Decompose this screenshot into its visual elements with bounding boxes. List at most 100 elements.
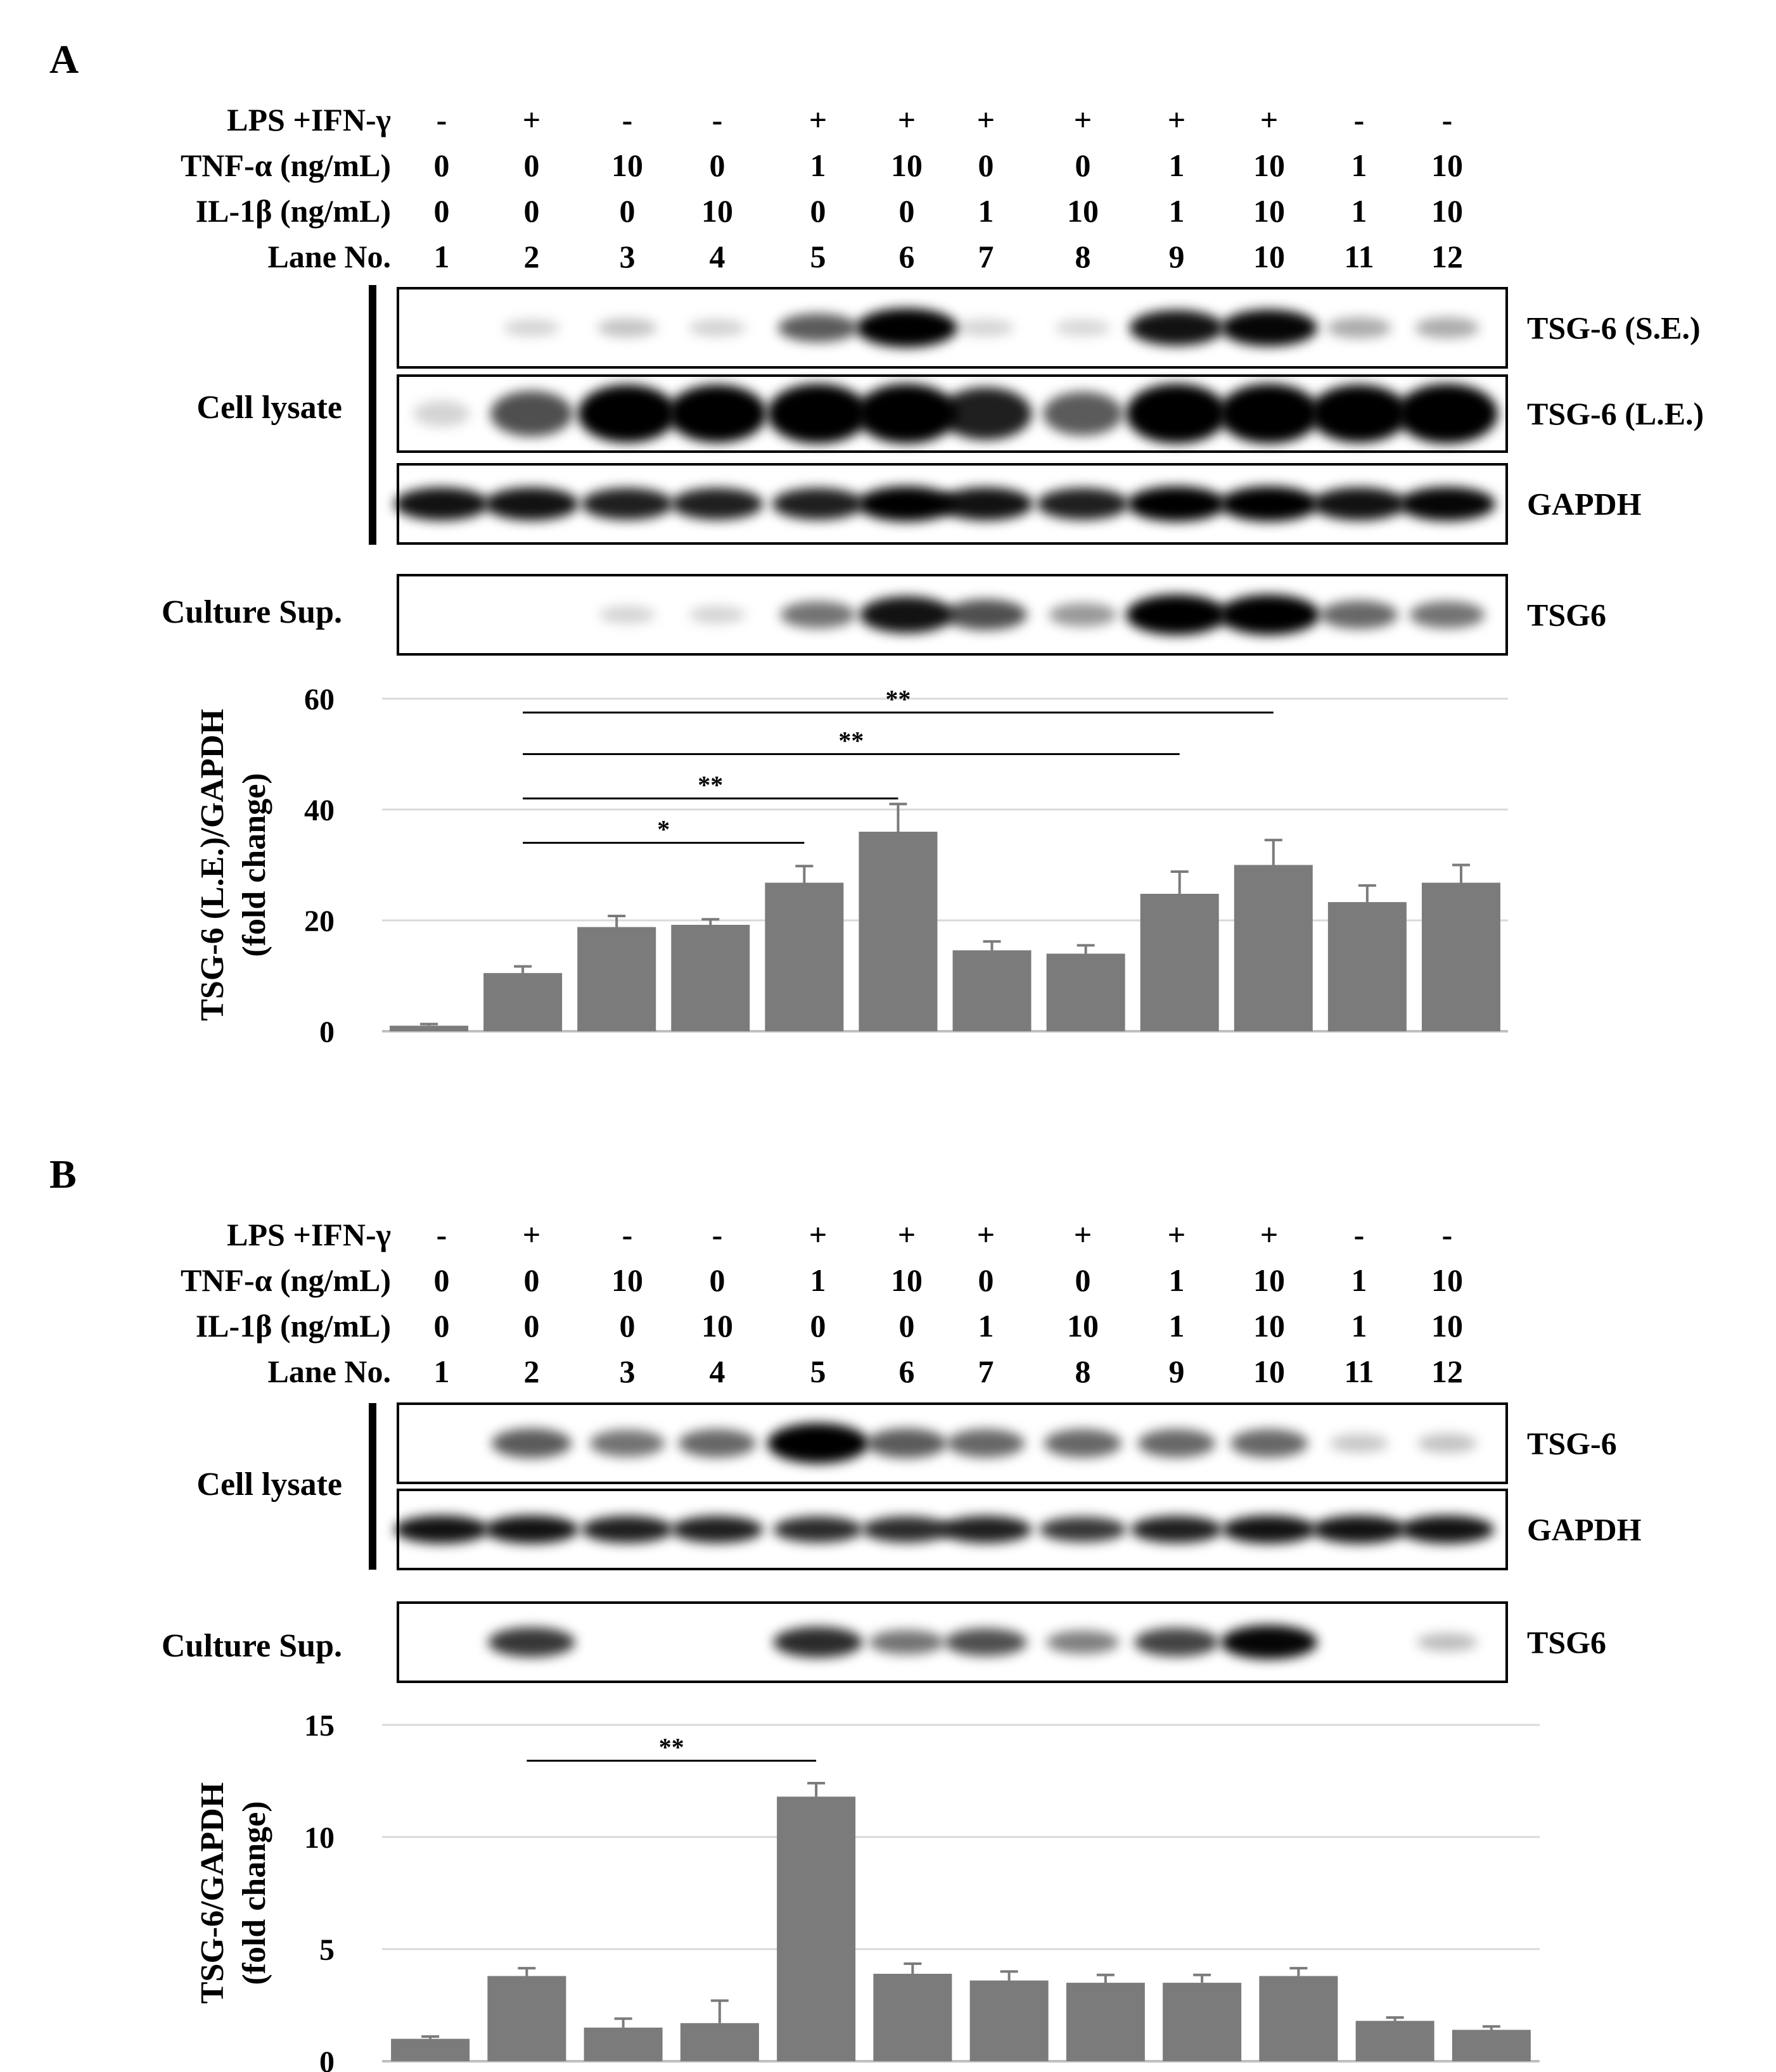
row-value: 0 — [434, 1262, 450, 1298]
bar-chart: 0 5 10 15 TSG-6/GAPDH (fold change) ** — [195, 1709, 1540, 2072]
blot-band — [488, 1627, 575, 1658]
row-value: 1 — [1351, 193, 1367, 229]
blot-band — [671, 1516, 763, 1543]
blot-band — [1046, 1630, 1120, 1654]
bar — [671, 925, 750, 1031]
blot-band — [1320, 601, 1398, 629]
row-value: + — [1260, 102, 1279, 137]
row-value: + — [977, 102, 995, 137]
blot-band — [1409, 601, 1485, 629]
blot-tsg-6: TSG-6 — [397, 1402, 1617, 1484]
blot-band — [1312, 487, 1407, 521]
y-tick-label: 20 — [304, 905, 335, 938]
blot-band — [773, 1627, 863, 1658]
blot-band — [938, 487, 1033, 521]
y-tick-label: 0 — [319, 1015, 335, 1049]
blot-tsg-6-l-e: TSG-6 (L.E.) — [397, 374, 1704, 453]
y-tick-label: 10 — [304, 1821, 335, 1855]
bar — [1327, 902, 1407, 1031]
blot-band — [947, 1429, 1025, 1458]
blot-band — [1415, 317, 1479, 339]
row-value: 0 — [810, 193, 826, 229]
blot-gapdh: GAPDH — [394, 1489, 1642, 1570]
row-value: 10 — [701, 193, 733, 229]
y-axis-title: TSG-6 (L.E.)/GAPDH — [195, 709, 231, 1021]
blot-band — [857, 486, 957, 522]
row-value: + — [809, 102, 827, 137]
blot-band — [772, 488, 864, 520]
bar — [777, 1796, 856, 2061]
row-value: 10 — [1253, 1262, 1285, 1298]
blot-band — [1219, 486, 1319, 522]
bar — [1234, 865, 1313, 1031]
bar — [483, 973, 563, 1031]
blot-band — [413, 400, 470, 427]
blot-band — [689, 606, 746, 624]
cell-lysate-label: Cell lysate — [196, 390, 342, 426]
blot-band — [1218, 594, 1320, 635]
row-value: 1 — [1169, 148, 1185, 183]
row-value: 1 — [434, 239, 450, 274]
blot-band — [671, 488, 763, 520]
blot-band — [1327, 317, 1391, 339]
blot-band — [667, 385, 767, 443]
blot-band — [1055, 319, 1111, 336]
row-value: 0 — [978, 148, 994, 183]
y-tick-label: 15 — [304, 1709, 335, 1743]
blot-band — [1416, 1633, 1478, 1651]
row-value: - — [1442, 1217, 1453, 1252]
row-value: 1 — [810, 1262, 826, 1298]
blot-tsg6: TSG6 — [397, 574, 1606, 656]
row-value: 0 — [899, 193, 915, 229]
row-value: - — [712, 102, 723, 137]
blot-band — [597, 318, 657, 338]
row-label: LPS +IFN-γ — [227, 102, 391, 137]
row-value: 0 — [524, 148, 540, 183]
bar — [1163, 1983, 1242, 2061]
row-value: + — [1260, 1217, 1279, 1252]
blot-band — [1037, 488, 1129, 520]
row-value: 10 — [1431, 1308, 1463, 1344]
row-value: + — [977, 1217, 995, 1252]
panel-letter: B — [49, 1152, 77, 1197]
row-value: - — [622, 102, 633, 137]
bar — [1259, 1976, 1338, 2061]
blot-band — [1218, 383, 1320, 444]
blot-band — [581, 488, 674, 520]
row-value: + — [1168, 102, 1186, 137]
blot-band — [577, 385, 677, 443]
panel-letter: A — [49, 37, 79, 82]
row-value: 10 — [1431, 148, 1463, 183]
bar — [873, 1973, 952, 2061]
row-value: 6 — [899, 1354, 915, 1389]
row-value: 2 — [524, 1354, 540, 1389]
y-tick-label: 0 — [319, 2045, 335, 2072]
blot-label: GAPDH — [1527, 1512, 1642, 1548]
row-value: 10 — [1253, 239, 1285, 274]
blot-tsg-6-s-e: TSG-6 (S.E.) — [397, 287, 1701, 369]
row-value: 0 — [1075, 148, 1091, 183]
bar — [680, 2023, 759, 2061]
row-value: 6 — [899, 239, 915, 274]
blot-band — [581, 1516, 674, 1543]
row-value: 0 — [899, 1308, 915, 1344]
blot-band — [780, 601, 856, 629]
blot-band — [957, 319, 1014, 337]
row-value: + — [1168, 1217, 1186, 1252]
blot-band — [1039, 1516, 1127, 1542]
blot-band — [394, 487, 489, 521]
row-value: 1 — [978, 1308, 994, 1344]
bar — [584, 2027, 663, 2061]
blot-band — [689, 319, 746, 337]
row-value: 10 — [1431, 193, 1463, 229]
blot-band — [589, 1429, 665, 1458]
row-value: 0 — [524, 1308, 540, 1344]
blot-label: TSG-6 — [1527, 1426, 1617, 1461]
significance-label: * — [657, 815, 670, 844]
blot-band — [1222, 1515, 1317, 1544]
blot-label: TSG-6 (L.E.) — [1527, 396, 1704, 431]
blot-band — [945, 1628, 1027, 1656]
blot-band — [490, 390, 573, 437]
row-value: 9 — [1169, 1354, 1185, 1389]
